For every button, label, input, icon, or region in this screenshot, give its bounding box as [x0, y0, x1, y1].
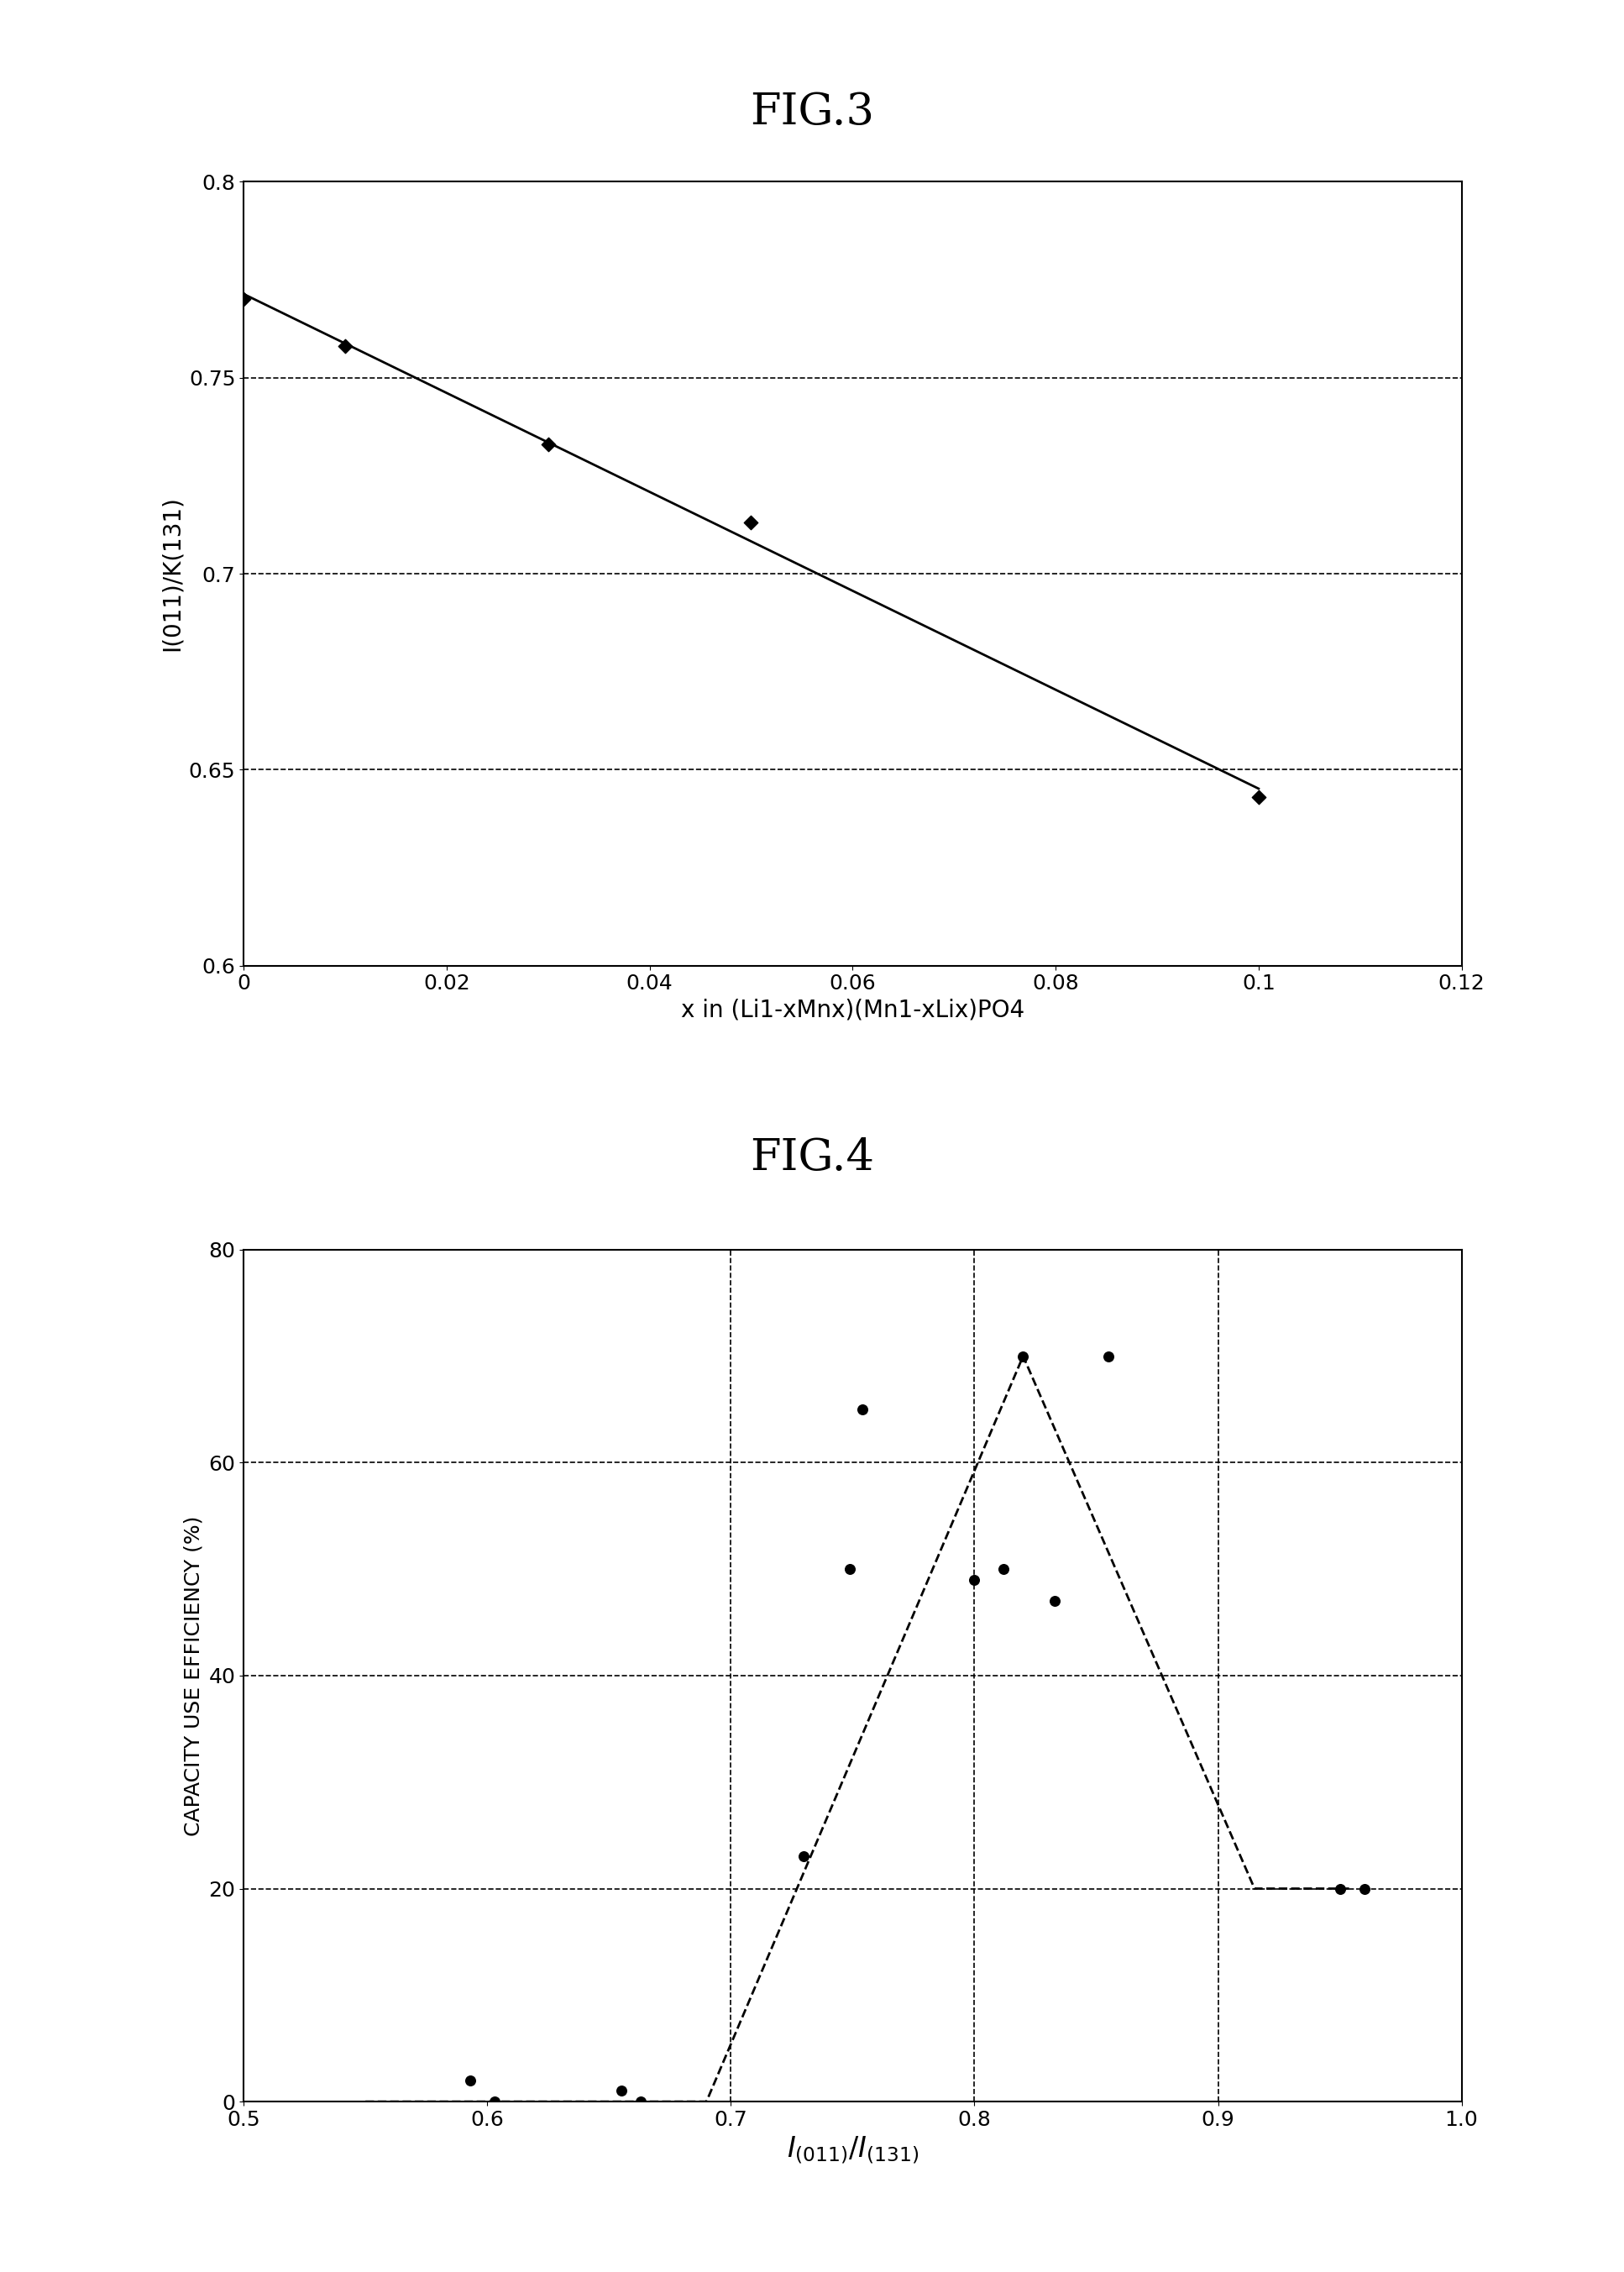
- Point: [333, 327, 359, 364]
- Point: [991, 1552, 1017, 1588]
- Point: [1246, 779, 1272, 816]
- Point: [1043, 1584, 1069, 1620]
- Y-axis label: CAPACITY USE EFFICIENCY (%): CAPACITY USE EFFICIENCY (%): [184, 1515, 205, 1836]
- Point: [1010, 1338, 1036, 1375]
- Point: [739, 504, 765, 541]
- Point: [961, 1561, 987, 1597]
- Point: [849, 1390, 875, 1427]
- Point: [231, 282, 257, 318]
- X-axis label: x in (Li1-xMnx)(Mn1-xLix)PO4: x in (Li1-xMnx)(Mn1-xLix)PO4: [680, 1000, 1025, 1022]
- Point: [838, 1552, 864, 1588]
- Point: [1351, 1870, 1377, 1906]
- Point: [536, 427, 562, 463]
- Point: [791, 1838, 817, 1874]
- Point: [609, 2072, 635, 2108]
- Y-axis label: I(011)/K(131): I(011)/K(131): [161, 495, 184, 652]
- Point: [481, 2083, 507, 2120]
- Text: FIG.4: FIG.4: [750, 1136, 874, 1179]
- Point: [628, 2083, 654, 2120]
- X-axis label: $I_{(011)}/I_{(131)}$: $I_{(011)}/I_{(131)}$: [786, 2136, 919, 2165]
- Text: FIG.3: FIG.3: [750, 91, 874, 134]
- Point: [456, 2063, 482, 2099]
- Point: [1096, 1338, 1122, 1375]
- Point: [1327, 1870, 1353, 1906]
